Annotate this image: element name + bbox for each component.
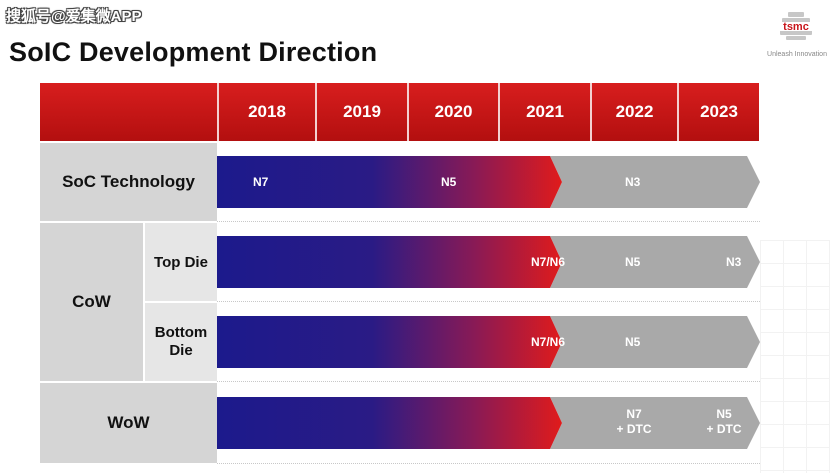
top-die-node-n3: N3 (726, 255, 742, 269)
row-label-soc-technology: SoC Technology (40, 143, 217, 221)
year-2019: 2019 (315, 83, 407, 141)
bottom-die-roadmap-bar: N7/N6 N5 (217, 316, 760, 368)
soc-node-n3: N3 (625, 175, 641, 189)
background-grid-decoration (760, 240, 830, 473)
tsmc-logo: tsmc Unleash Innovation (766, 8, 828, 60)
wow-node-n7-dtc-label: + DTC (616, 422, 652, 436)
top-die-node-n5: N5 (625, 255, 641, 269)
bottom-die-node-n7-n6: N7/N6 (531, 335, 566, 349)
wow-node-n5-label: N5 (716, 407, 732, 421)
soc-node-n7: N7 (253, 175, 269, 189)
year-2021: 2021 (498, 83, 590, 141)
wow-node-n5-dtc: N5 + DTC (699, 407, 749, 437)
year-2022: 2022 (590, 83, 677, 141)
row-label-wow: WoW (40, 383, 217, 463)
wow-node-n7-label: N7 (626, 407, 642, 421)
logo-text: tsmc (783, 21, 809, 33)
row-divider (217, 463, 760, 464)
row-label-bottom-die: Bottom Die (145, 303, 217, 381)
header-corner (40, 83, 217, 141)
soc-roadmap-bar: N7 N5 N3 (217, 156, 760, 208)
row-label-top-die: Top Die (145, 223, 217, 301)
tsmc-logo-mark: tsmc (776, 12, 816, 40)
soc-node-n5: N5 (441, 175, 457, 189)
page-title: SoIC Development Direction (9, 37, 378, 67)
top-die-roadmap-bar: N7/N6 N5 N3 (217, 236, 760, 288)
row-label-cow: CoW (40, 223, 143, 381)
bottom-die-node-n5: N5 (625, 335, 641, 349)
year-2023: 2023 (677, 83, 759, 141)
wow-node-n7-dtc: N7 + DTC (609, 407, 659, 437)
wow-node-n5-dtc-label: + DTC (706, 422, 742, 436)
row-divider (217, 381, 760, 382)
logo-tagline: Unleash Innovation (767, 51, 827, 58)
year-2018: 2018 (217, 83, 315, 141)
watermark: 搜狐号@爱集微APP (6, 8, 142, 25)
year-2020: 2020 (407, 83, 498, 141)
wow-roadmap-bar: N7 + DTC N5 + DTC (217, 397, 760, 449)
top-die-node-n7-n6: N7/N6 (531, 255, 566, 269)
row-divider (217, 301, 760, 302)
row-divider (217, 221, 760, 222)
